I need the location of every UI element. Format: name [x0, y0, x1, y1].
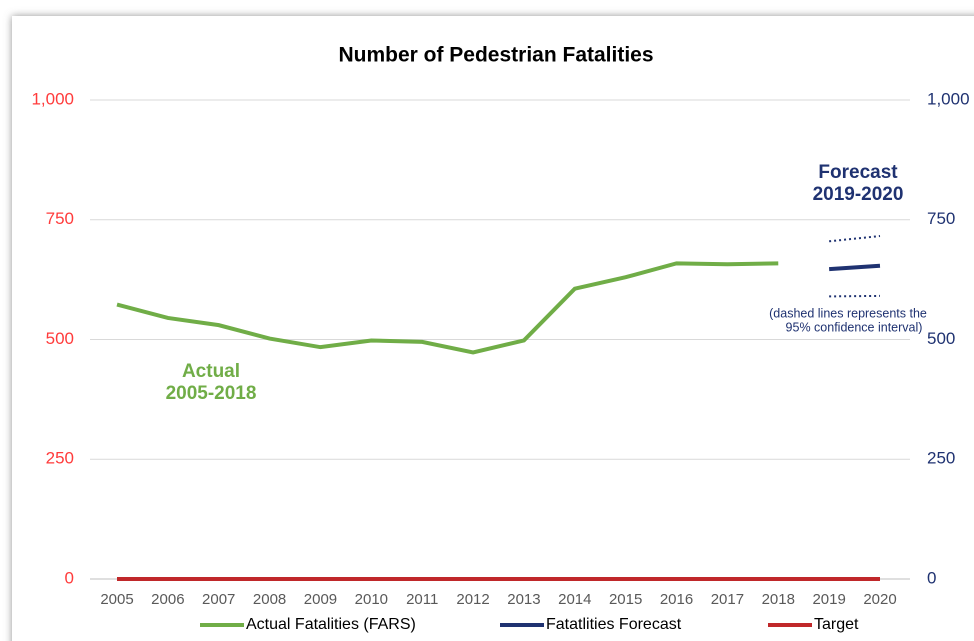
y-tick-label: 1,000	[31, 89, 74, 108]
y2-tick-label: 750	[927, 209, 955, 228]
series-line	[829, 263, 881, 272]
chart-title: Number of Pedestrian Fatalities	[338, 44, 653, 67]
x-tick-label: 2019	[812, 591, 845, 608]
y2-tick-label: 1,000	[927, 89, 970, 108]
x-tick-label: 2010	[355, 591, 388, 608]
x-tick-label: 2018	[762, 591, 795, 608]
annotation: (dashed lines represents the	[769, 306, 927, 320]
x-tick-label: 2012	[456, 591, 489, 608]
y-tick-label: 750	[46, 209, 74, 228]
x-tick-label: 2020	[863, 591, 896, 608]
y2-tick-label: 0	[927, 568, 936, 587]
series-line	[116, 261, 779, 355]
x-tick-label: 2006	[151, 591, 184, 608]
y-tick-label: 500	[46, 329, 74, 348]
x-tick-label: 2007	[202, 591, 235, 608]
annotation: 2005-2018	[166, 383, 257, 404]
x-tick-label: 2014	[558, 591, 591, 608]
y2-tick-label: 500	[927, 329, 955, 348]
y-tick-label: 0	[65, 568, 74, 587]
x-tick-label: 2017	[711, 591, 744, 608]
legend-label: Target	[814, 616, 859, 633]
x-tick-label: 2005	[100, 591, 133, 608]
y2-tick-label: 250	[927, 449, 955, 468]
chart-frame	[12, 16, 974, 641]
x-tick-label: 2016	[660, 591, 693, 608]
x-tick-label: 2008	[253, 591, 286, 608]
annotation: Forecast	[818, 162, 898, 183]
x-tick-label: 2015	[609, 591, 642, 608]
annotation: 2019-2020	[813, 184, 904, 205]
y-tick-label: 250	[46, 449, 74, 468]
annotation: Actual	[182, 361, 240, 382]
legend-label: Fatatlities Forecast	[546, 616, 682, 633]
x-tick-label: 2011	[406, 591, 438, 608]
x-tick-label: 2009	[304, 591, 337, 608]
legend-label: Actual Fatalities (FARS)	[246, 616, 416, 633]
confidence-line	[829, 235, 881, 243]
annotation: 95% confidence interval)	[786, 320, 923, 334]
x-tick-label: 2013	[507, 591, 540, 608]
